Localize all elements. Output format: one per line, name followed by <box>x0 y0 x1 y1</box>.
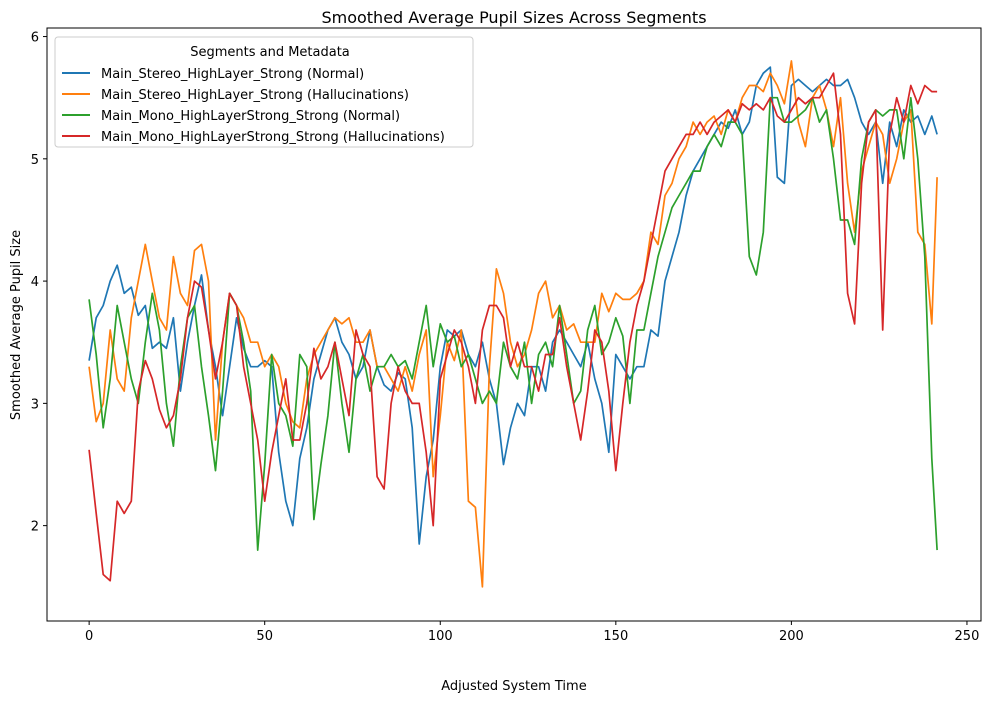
x-tick-label: 250 <box>955 629 980 644</box>
legend-entry: Main_Mono_HighLayerStrong_Strong (Normal… <box>101 109 400 124</box>
y-tick-label: 4 <box>31 275 39 290</box>
x-tick-label: 200 <box>779 629 804 644</box>
y-tick-label: 5 <box>31 153 39 168</box>
plot-frame <box>46 27 982 622</box>
series-line-3 <box>88 96 938 551</box>
series-line-1 <box>88 66 938 545</box>
plot-area <box>88 60 938 588</box>
legend-box <box>54 36 474 148</box>
legend-entry: Main_Stereo_HighLayer_Strong (Normal) <box>101 67 364 82</box>
legend-entry: Main_Stereo_HighLayer_Strong (Hallucinat… <box>101 88 409 103</box>
x-axis-label: Adjusted System Time <box>441 679 586 694</box>
legend-entry: Main_Mono_HighLayerStrong_Strong (Halluc… <box>101 130 445 145</box>
chart-title: Smoothed Average Pupil Sizes Across Segm… <box>321 8 706 27</box>
y-tick-label: 2 <box>31 520 39 535</box>
series-line-4 <box>88 72 938 582</box>
y-tick-label: 3 <box>31 397 39 412</box>
x-axis: 0 50 100 150 200 250 <box>85 621 979 644</box>
x-tick-label: 150 <box>603 629 628 644</box>
x-tick-label: 100 <box>428 629 453 644</box>
legend-title: Segments and Metadata <box>190 45 350 60</box>
x-tick-label: 0 <box>85 629 93 644</box>
legend: Segments and Metadata Main_Stereo_HighLa… <box>54 36 474 148</box>
y-axis: 2 3 4 5 6 <box>31 31 47 535</box>
y-axis-label: Smoothed Average Pupil Size <box>9 230 24 420</box>
x-tick-label: 50 <box>256 629 273 644</box>
y-tick-label: 6 <box>31 31 39 46</box>
